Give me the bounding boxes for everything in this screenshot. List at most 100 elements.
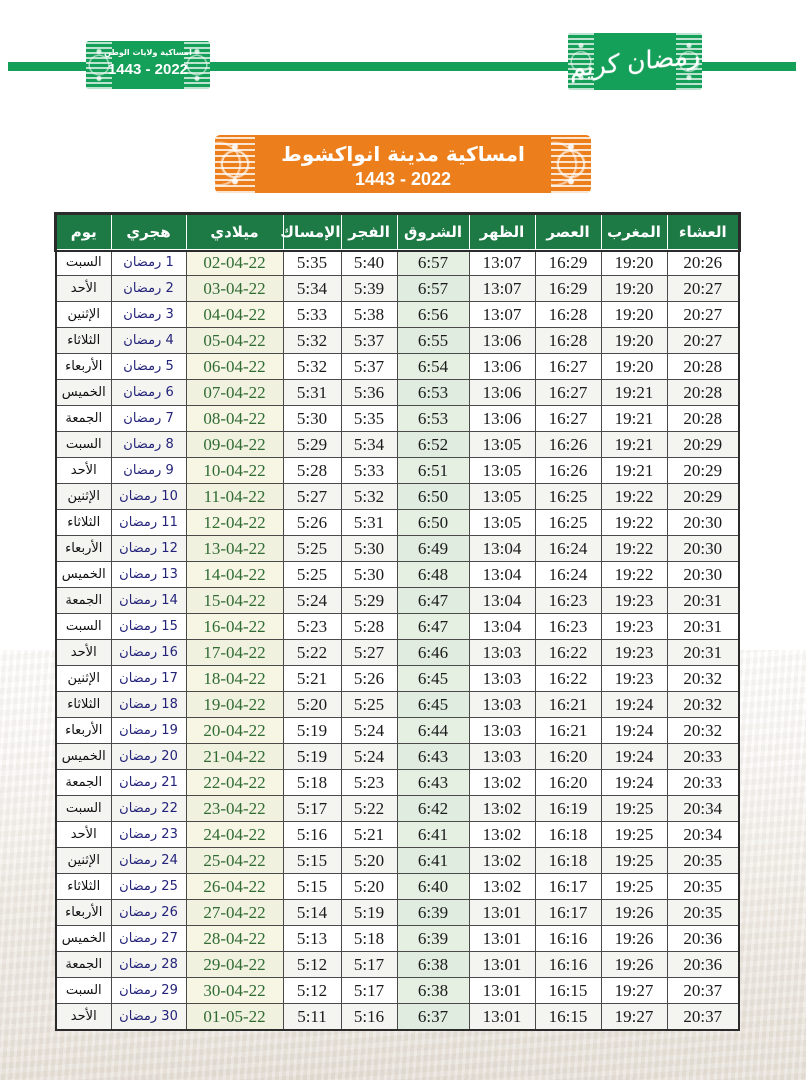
cell-dhuhr: 13:07 [468, 301, 536, 328]
table-row: 20:31 19:23 16:23 13:04 6:47 5:28 5:23 16-04-22… [55, 613, 740, 640]
column-header-imsak: الإمساك [280, 213, 342, 250]
cell-shorouk: 6:41 [396, 821, 470, 848]
cell-shorouk: 6:47 [396, 587, 470, 614]
cell-fajr: 5:39 [340, 275, 398, 302]
cell-maghrib: 19:21 [600, 405, 668, 432]
cell-miladi: 19-04-22 [185, 691, 284, 718]
cell-dhuhr: 13:04 [468, 587, 536, 614]
cell-miladi: 16-04-22 [185, 613, 284, 640]
cell-asr: 16:25 [534, 509, 602, 536]
cell-miladi: 26-04-22 [185, 873, 284, 900]
cell-shorouk: 6:49 [396, 535, 470, 562]
cell-hijri: 19 رمضان [110, 717, 187, 744]
cell-imsak: 5:25 [282, 535, 342, 562]
cell-maghrib: 19:23 [600, 587, 668, 614]
cell-hijri: 2 رمضان [110, 275, 187, 302]
cell-maghrib: 19:24 [600, 691, 668, 718]
cell-hijri: 7 رمضان [110, 405, 187, 432]
cell-fajr: 5:17 [340, 977, 398, 1004]
cell-isha: 20:31 [666, 639, 740, 666]
cell-dhuhr: 13:01 [468, 899, 536, 926]
cell-imsak: 5:20 [282, 691, 342, 718]
cell-maghrib: 19:25 [600, 873, 668, 900]
cell-fajr: 5:29 [340, 587, 398, 614]
cell-asr: 16:29 [534, 275, 602, 302]
cell-hijri: 1 رمضان [110, 249, 187, 276]
column-header-dhuhr: الظهر [468, 213, 536, 250]
national-imsakia-badge: امساكية ولايات الوطن 1443 - 2022 [86, 41, 210, 89]
cell-asr: 16:18 [534, 847, 602, 874]
cell-imsak: 5:32 [282, 327, 342, 354]
cell-imsak: 5:24 [282, 587, 342, 614]
cell-imsak: 5:17 [282, 795, 342, 822]
ornament-icon [568, 33, 594, 90]
cell-day: الإثنين [55, 301, 112, 328]
cell-miladi: 30-04-22 [185, 977, 284, 1004]
cell-maghrib: 19:26 [600, 899, 668, 926]
cell-dhuhr: 13:06 [468, 353, 536, 380]
cell-hijri: 20 رمضان [110, 743, 187, 770]
cell-asr: 16:25 [534, 483, 602, 510]
cell-dhuhr: 13:02 [468, 795, 536, 822]
table-row: 20:29 19:22 16:25 13:05 6:50 5:32 5:27 11-04-22… [55, 483, 740, 510]
cell-miladi: 08-04-22 [185, 405, 284, 432]
cell-isha: 20:30 [666, 509, 740, 536]
cell-shorouk: 6:52 [396, 431, 470, 458]
cell-day: السبت [55, 249, 112, 276]
cell-maghrib: 19:20 [600, 301, 668, 328]
ornament-icon [676, 33, 702, 90]
cell-miladi: 25-04-22 [185, 847, 284, 874]
cell-miladi: 27-04-22 [185, 899, 284, 926]
table-row: 20:32 19:24 16:21 13:03 6:45 5:25 5:20 19-04-22… [55, 691, 740, 718]
cell-isha: 20:27 [666, 301, 740, 328]
cell-miladi: 05-04-22 [185, 327, 284, 354]
cell-isha: 20:33 [666, 743, 740, 770]
cell-fajr: 5:40 [340, 249, 398, 276]
cell-maghrib: 19:25 [600, 847, 668, 874]
table-row: 20:34 19:25 16:19 13:02 6:42 5:22 5:17 23-04-22… [55, 795, 740, 822]
cell-shorouk: 6:47 [396, 613, 470, 640]
cell-shorouk: 6:53 [396, 405, 470, 432]
page-title: امساكية مدينة انواكشوط 1443 - 2022 [215, 135, 591, 193]
cell-day: الخميس [55, 743, 112, 770]
cell-maghrib: 19:24 [600, 769, 668, 796]
cell-imsak: 5:34 [282, 275, 342, 302]
cell-miladi: 10-04-22 [185, 457, 284, 484]
cell-fajr: 5:20 [340, 847, 398, 874]
cell-miladi: 03-04-22 [185, 275, 284, 302]
cell-maghrib: 19:23 [600, 639, 668, 666]
cell-day: الأربعاء [55, 535, 112, 562]
cell-imsak: 5:33 [282, 301, 342, 328]
cell-dhuhr: 13:03 [468, 691, 536, 718]
cell-dhuhr: 13:03 [468, 639, 536, 666]
cell-day: الخميس [55, 561, 112, 588]
cell-miladi: 28-04-22 [185, 925, 284, 952]
banner-rule-right [700, 62, 796, 71]
table-row: 20:28 19:21 16:27 13:06 6:53 5:35 5:30 08-04-22… [55, 405, 740, 432]
cell-hijri: 6 رمضان [110, 379, 187, 406]
column-header-hijri: هجري [110, 213, 187, 250]
national-badge-years: 1443 - 2022 [107, 61, 189, 78]
ornament-icon [184, 41, 210, 89]
cell-isha: 20:36 [666, 925, 740, 952]
column-header-maghrib: المغرب [600, 213, 668, 250]
cell-isha: 20:32 [666, 691, 740, 718]
cell-miladi: 17-04-22 [185, 639, 284, 666]
cell-shorouk: 6:46 [396, 639, 470, 666]
table-row: 20:31 19:23 16:23 13:04 6:47 5:29 5:24 15-04-22… [55, 587, 740, 614]
table-row: 20:32 19:24 16:21 13:03 6:44 5:24 5:19 20-04-22… [55, 717, 740, 744]
cell-asr: 16:17 [534, 873, 602, 900]
column-header-fajr: الفجر [340, 213, 398, 250]
cell-shorouk: 6:55 [396, 327, 470, 354]
cell-day: الأحد [55, 1003, 112, 1031]
table-row: 20:35 19:25 16:18 13:02 6:41 5:20 5:15 25-04-22… [55, 847, 740, 874]
cell-imsak: 5:11 [282, 1003, 342, 1031]
cell-isha: 20:27 [666, 327, 740, 354]
page-title-wrap: امساكية مدينة انواكشوط 1443 - 2022 [0, 135, 806, 193]
cell-asr: 16:28 [534, 301, 602, 328]
cell-hijri: 13 رمضان [110, 561, 187, 588]
cell-miladi: 06-04-22 [185, 353, 284, 380]
cell-asr: 16:24 [534, 561, 602, 588]
table-row: 20:29 19:21 16:26 13:05 6:51 5:33 5:28 10-04-22… [55, 457, 740, 484]
cell-isha: 20:29 [666, 457, 740, 484]
